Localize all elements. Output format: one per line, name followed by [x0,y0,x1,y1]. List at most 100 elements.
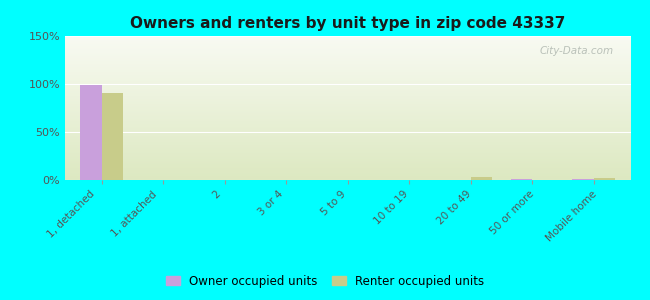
Bar [65,104,630,105]
Bar [65,89,630,90]
Bar [65,93,630,94]
Bar [65,174,630,175]
Bar [65,81,630,82]
Bar [65,134,630,135]
Bar [65,82,630,83]
Bar [65,160,630,161]
Bar [65,129,630,130]
Bar [65,92,630,93]
Bar [65,164,630,165]
Bar [81,85,102,180]
Bar [65,111,630,112]
Bar [65,162,630,163]
Text: 1, attached: 1, attached [110,189,159,238]
Bar [511,179,532,180]
Bar [65,39,630,40]
Bar [65,94,630,95]
Bar [65,148,630,149]
Bar [65,141,630,142]
Bar [65,154,630,155]
Bar [65,115,630,116]
Bar [65,142,630,143]
Text: 2: 2 [211,189,222,201]
Bar [65,109,630,110]
Bar [65,118,630,119]
Bar [65,88,630,89]
Bar [65,127,630,128]
Bar [65,105,630,106]
Bar [65,56,630,57]
Bar [65,133,630,134]
Bar [65,112,630,113]
Bar [65,128,630,129]
Bar [65,66,630,67]
Bar [65,52,630,53]
Bar [65,102,630,103]
Bar [65,96,630,97]
Bar [65,169,630,170]
Bar [65,121,630,122]
Bar [65,61,630,62]
Bar [65,47,630,48]
Bar [65,90,630,91]
Bar [65,63,630,64]
Bar [65,77,630,78]
Bar [65,176,630,177]
Bar [65,173,630,174]
Bar [65,139,630,140]
Bar [65,57,630,58]
Bar [65,170,630,171]
Bar [65,37,630,38]
Text: 1, detached: 1, detached [46,189,96,240]
Bar [65,120,630,121]
Bar [65,55,630,56]
Bar [65,145,630,146]
Bar [65,153,630,154]
Bar [65,98,630,99]
Bar [65,72,630,73]
Bar [65,41,630,42]
Bar [65,140,630,141]
Bar [65,178,630,179]
Bar [65,179,630,180]
Text: 50 or more: 50 or more [489,189,536,237]
Bar [65,69,630,70]
Bar [65,49,630,50]
Bar [65,159,630,160]
Bar [65,79,630,80]
Bar [65,46,630,47]
Bar [65,106,630,107]
Bar [65,143,630,144]
Text: 10 to 19: 10 to 19 [373,189,411,227]
Bar [65,83,630,84]
Bar [65,91,630,92]
Bar [65,44,630,45]
Bar [65,130,630,131]
Bar [65,107,630,108]
Bar [65,144,630,145]
Bar [65,36,630,37]
Bar [65,100,630,101]
Bar [65,175,630,176]
Bar [65,99,630,100]
Bar [65,60,630,61]
Bar [65,131,630,132]
Bar [65,151,630,152]
Bar [65,123,630,124]
Bar [471,177,492,180]
Bar [572,179,593,180]
Text: City-Data.com: City-Data.com [540,46,614,56]
Bar [65,114,630,115]
Bar [65,86,630,87]
Bar [65,150,630,151]
Bar [65,45,630,46]
Bar [65,62,630,63]
Bar [65,53,630,54]
Bar [65,135,630,136]
Bar [65,168,630,169]
Bar [65,137,630,138]
Bar [65,155,630,156]
Bar [65,122,630,123]
Bar [65,108,630,109]
Bar [65,50,630,51]
